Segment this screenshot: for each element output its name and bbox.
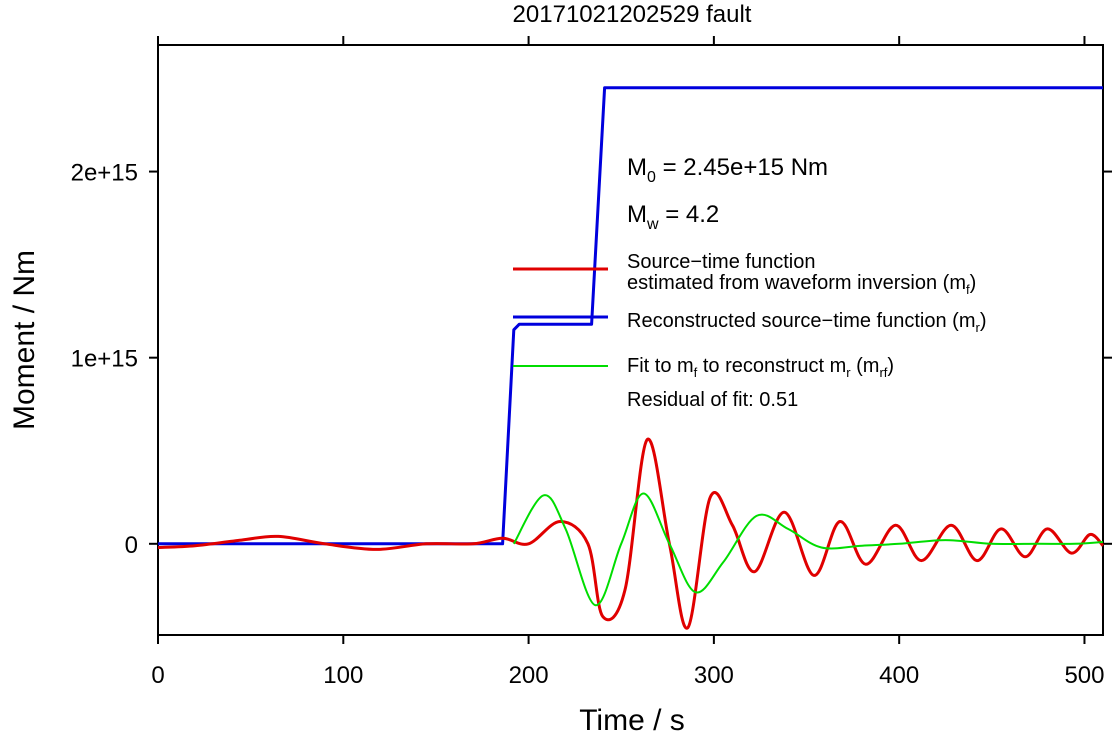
x-tick-label-4: 400 xyxy=(879,662,919,689)
x-tick-label-0: 0 xyxy=(151,662,164,689)
axis-ticks: 0 100 200 300 400 500 0 1e+15 2e+15 xyxy=(71,36,1112,689)
x-tick-label-2: 200 xyxy=(509,662,549,689)
legend-label-mrf: Fit to mf to reconstruct mr (mrf) xyxy=(627,355,894,380)
legend-label-mf-line1: Source−time function xyxy=(627,251,815,273)
legend-label-mr: Reconstructed source−time function (mr) xyxy=(627,310,987,335)
legend: Source−time function estimated from wave… xyxy=(513,251,987,411)
y-tick-label-2: 2e+15 xyxy=(71,160,138,187)
residual-annotation: Residual of fit: 0.51 xyxy=(627,389,798,411)
chart-title: 20171021202529 fault xyxy=(513,1,752,28)
x-tick-label-1: 100 xyxy=(323,662,363,689)
series-line-mrf xyxy=(512,492,1104,607)
m0-annotation: M0 = 2.45e+15 Nm xyxy=(627,154,828,186)
y-tick-label-1: 1e+15 xyxy=(71,346,138,373)
series-line-mf xyxy=(157,437,1105,630)
x-tick-label-3: 300 xyxy=(694,662,734,689)
legend-label-mf-line2: estimated from waveform inversion (mf) xyxy=(627,272,976,297)
x-axis-label: Time / s xyxy=(579,704,685,736)
y-axis-label: Moment / Nm xyxy=(8,250,41,430)
mw-annotation: Mw = 4.2 xyxy=(627,201,719,233)
y-tick-label-0: 0 xyxy=(125,532,138,559)
x-tick-label-5: 500 xyxy=(1064,662,1104,689)
series-group xyxy=(157,86,1105,630)
plot-frame xyxy=(157,44,1104,636)
series-line-mr xyxy=(158,86,1103,546)
